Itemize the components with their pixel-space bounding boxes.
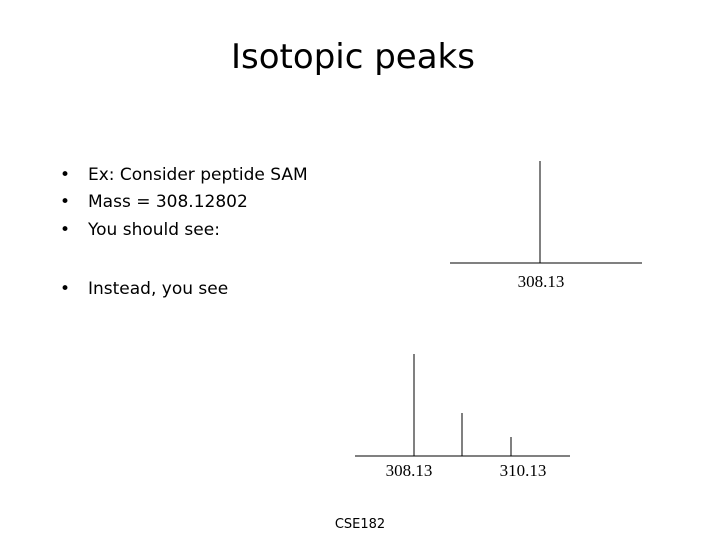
bullet-dot: • (60, 279, 70, 299)
bullet: Instead, you see (88, 279, 228, 299)
slide-title: Isotopic peaks (231, 37, 475, 77)
peak-label: 310.13 (500, 461, 547, 480)
peak-label: 308.13 (386, 461, 433, 480)
bullet-dot: • (60, 165, 70, 185)
bullet: You should see: (87, 220, 220, 240)
bullet-dot: • (60, 220, 70, 240)
bullet-dot: • (60, 192, 70, 212)
peak-label: 308.13 (518, 272, 565, 291)
bullet-list: • Ex: Consider peptide SAM • Mass = 308.… (60, 165, 308, 299)
expected-spectrum: 308.13 (450, 161, 642, 291)
footer: CSE182 (335, 517, 385, 532)
observed-spectrum: 308.13 310.13 (355, 354, 570, 480)
bullet: Ex: Consider peptide SAM (88, 165, 308, 185)
bullet: Mass = 308.12802 (88, 192, 248, 212)
